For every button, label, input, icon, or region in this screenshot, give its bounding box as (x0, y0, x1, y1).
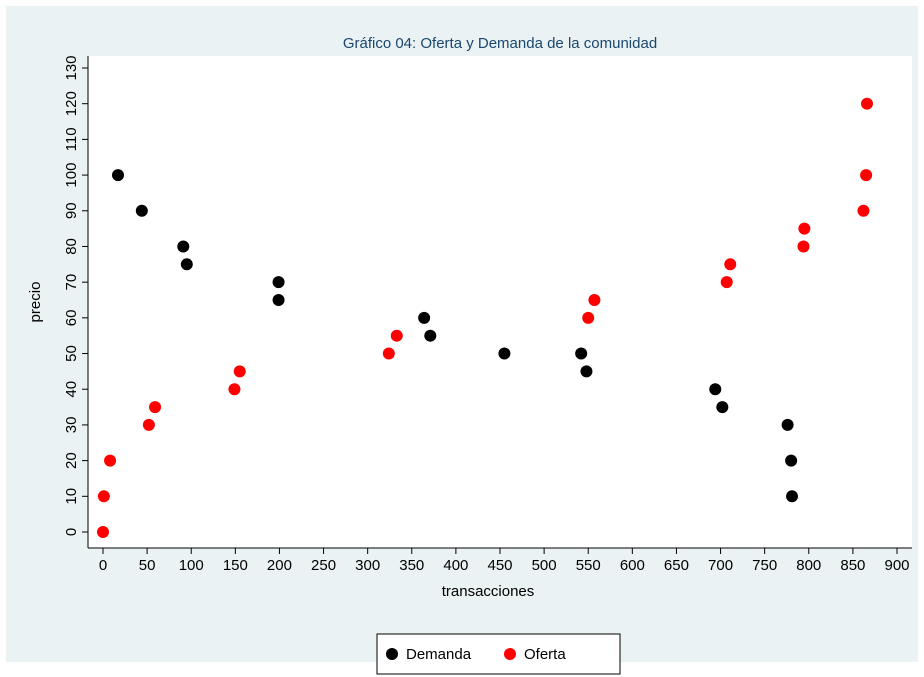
x-axis-label: transacciones (442, 583, 535, 600)
y-tick-label: 30 (63, 417, 80, 434)
point (860, 169, 873, 182)
legend-marker (386, 648, 398, 660)
x-tick-label: 400 (443, 557, 468, 574)
point (798, 222, 811, 235)
y-tick-label: 80 (63, 238, 80, 255)
x-tick-label: 450 (487, 557, 512, 574)
point (582, 311, 595, 324)
point (575, 347, 588, 360)
point (272, 294, 285, 306)
y-axis-label: precio (27, 282, 44, 323)
point (580, 365, 593, 378)
y-tick-label: 0 (63, 528, 80, 536)
point (785, 454, 798, 467)
y-tick-label: 90 (63, 202, 80, 219)
x-tick-label: 300 (355, 557, 380, 574)
x-tick-label: 550 (576, 557, 601, 574)
y-tick-label: 120 (63, 91, 80, 116)
x-tick-label: 350 (399, 557, 424, 574)
point (228, 383, 241, 396)
x-tick-label: 600 (620, 557, 645, 574)
legend-label: Demanda (406, 646, 472, 663)
x-tick-label: 250 (311, 557, 336, 574)
legend-label: Oferta (524, 646, 566, 663)
point (97, 526, 109, 538)
point (724, 258, 737, 271)
x-tick-label: 50 (139, 557, 156, 574)
point (424, 329, 437, 342)
chart-title: Gráfico 04: Oferta y Demanda de la comun… (343, 35, 657, 52)
y-tick-label: 50 (63, 345, 80, 362)
y-tick-label: 60 (63, 310, 80, 327)
legend-marker (504, 648, 516, 660)
x-tick-label: 200 (267, 557, 292, 574)
x-tick-label: 500 (532, 557, 557, 574)
point (588, 294, 601, 306)
y-tick-label: 130 (63, 55, 80, 80)
x-tick-label: 650 (664, 557, 689, 574)
y-tick-label: 40 (63, 381, 80, 398)
point (709, 383, 722, 396)
point (272, 276, 285, 289)
point (498, 347, 511, 360)
x-tick-label: 100 (179, 557, 204, 574)
point (97, 490, 110, 503)
point (720, 276, 733, 289)
x-tick-label: 850 (840, 557, 865, 574)
y-tick-label: 70 (63, 274, 80, 291)
plot-area (88, 56, 912, 548)
point (382, 347, 395, 360)
point (781, 418, 794, 431)
point (180, 258, 193, 271)
x-tick-label: 0 (99, 557, 107, 574)
x-tick-label: 900 (884, 557, 909, 574)
x-tick-label: 800 (796, 557, 821, 574)
point (142, 418, 155, 431)
point (797, 240, 810, 253)
point (418, 311, 431, 324)
x-tick-label: 750 (752, 557, 777, 574)
point (716, 401, 729, 414)
point (857, 204, 870, 217)
point (177, 240, 190, 253)
point (233, 365, 246, 378)
y-tick-label: 110 (63, 127, 80, 151)
point (786, 490, 799, 503)
point (135, 204, 148, 217)
x-tick-label: 150 (223, 557, 248, 574)
y-tick-label: 100 (63, 163, 80, 188)
point (111, 169, 124, 182)
point (149, 401, 162, 414)
y-tick-label: 10 (63, 488, 80, 505)
point (861, 97, 874, 110)
x-tick-label: 700 (708, 557, 733, 574)
legend (376, 633, 621, 675)
point (104, 454, 117, 467)
y-tick-label: 20 (63, 452, 80, 469)
point (390, 329, 403, 342)
